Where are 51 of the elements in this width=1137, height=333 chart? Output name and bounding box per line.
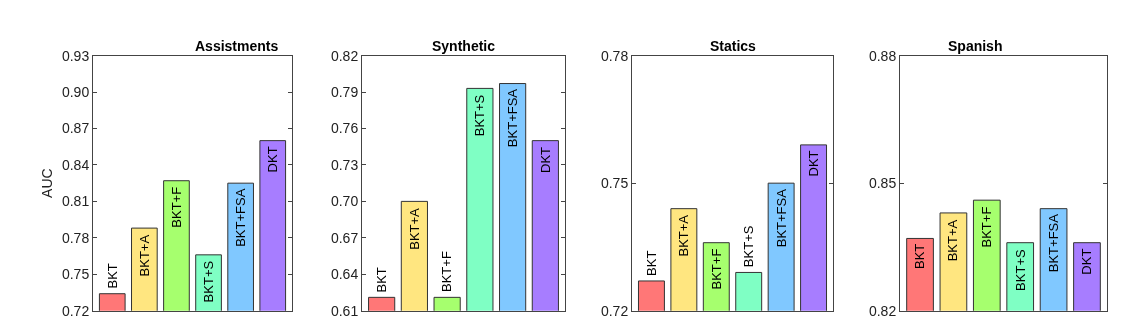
category-label: BKT+A bbox=[407, 208, 423, 250]
chart-title: Assistments bbox=[195, 38, 279, 54]
chart-title: Synthetic bbox=[432, 38, 496, 54]
category-label: BKT+FSA bbox=[233, 188, 249, 247]
category-label: DKT bbox=[1079, 248, 1095, 275]
y-tick-label: 0.82 bbox=[330, 47, 359, 64]
category-label: DKT bbox=[265, 146, 281, 173]
y-tick-label: 0.88 bbox=[868, 47, 897, 64]
y-tick-label: 0.72 bbox=[600, 302, 629, 319]
category-label: BKT+FSA bbox=[773, 189, 789, 248]
y-tick-label: 0.81 bbox=[61, 193, 90, 210]
y-tick-label: 0.78 bbox=[600, 47, 629, 64]
chart-title: Spanish bbox=[948, 38, 1003, 54]
category-label: BKT+S bbox=[1012, 249, 1028, 291]
y-tick-label: 0.90 bbox=[61, 83, 90, 100]
y-tick-label: 0.84 bbox=[61, 156, 90, 173]
y-tick-label: 0.61 bbox=[330, 302, 359, 319]
category-label: BKT+S bbox=[472, 94, 488, 137]
y-tick-label: 0.72 bbox=[61, 302, 90, 319]
y-tick-label: 0.75 bbox=[61, 266, 90, 283]
y-tick-label: 0.93 bbox=[61, 47, 90, 64]
chart-title: Statics bbox=[710, 38, 757, 54]
category-label: BKT+F bbox=[169, 186, 185, 228]
y-tick-label: 0.87 bbox=[61, 120, 90, 137]
category-label: BKT+A bbox=[945, 219, 961, 262]
y-tick-label: 0.75 bbox=[600, 175, 629, 192]
category-label: BKT+S bbox=[200, 260, 216, 303]
category-label: BKT bbox=[105, 263, 121, 289]
y-tick-label: 0.78 bbox=[61, 229, 90, 246]
category-label: BKT+F bbox=[439, 251, 455, 292]
y-tick-label: 0.73 bbox=[330, 156, 359, 173]
y-tick-label: 0.79 bbox=[330, 83, 359, 100]
category-label: BKT+F bbox=[979, 206, 995, 248]
category-label: BKT+A bbox=[137, 234, 153, 277]
category-label: BKT+FSA bbox=[1045, 214, 1061, 273]
y-tick-label: 0.64 bbox=[330, 266, 359, 283]
y-axis-title: AUC bbox=[38, 168, 55, 198]
y-tick-label: 0.82 bbox=[868, 302, 897, 319]
category-label: BKT+FSA bbox=[505, 88, 521, 148]
category-label: BKT bbox=[373, 267, 389, 293]
category-label: DKT bbox=[805, 150, 821, 177]
y-tick-label: 0.76 bbox=[330, 120, 359, 137]
y-tick-label: 0.67 bbox=[330, 229, 359, 246]
category-label: BKT bbox=[912, 243, 928, 269]
category-label: BKT+F bbox=[709, 248, 725, 290]
category-label: BKT bbox=[643, 250, 659, 276]
y-tick-label: 0.70 bbox=[330, 193, 359, 210]
category-label: DKT bbox=[537, 146, 553, 173]
category-label: BKT+A bbox=[676, 214, 692, 257]
category-label: BKT+S bbox=[741, 225, 757, 268]
y-tick-label: 0.85 bbox=[868, 175, 897, 192]
